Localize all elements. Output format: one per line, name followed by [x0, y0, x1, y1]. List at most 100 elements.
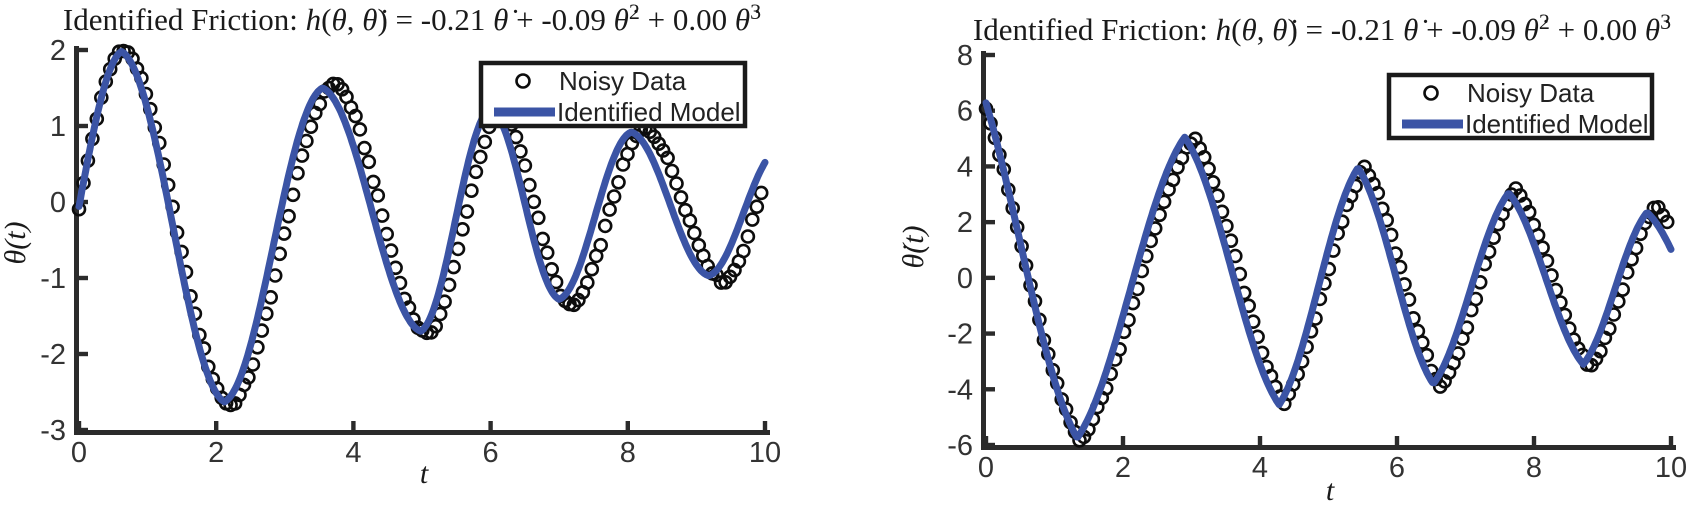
x-tick-label: 8 [620, 437, 636, 469]
legend-noisy-label: Noisy Data [1467, 78, 1595, 108]
x-tick-mark [762, 421, 768, 430]
x-axis-label: t [420, 457, 429, 490]
noisy-data-point [530, 210, 546, 226]
noisy-data-point [365, 174, 381, 190]
noisy-data-point [624, 135, 640, 151]
noisy-data-point [606, 189, 622, 204]
noisy-data-point [455, 222, 470, 237]
noisy-data-series [71, 43, 769, 413]
noisy-data-point [352, 122, 368, 137]
y-axis-label: θ̇(t) [897, 225, 930, 268]
y-tick-label: -2 [947, 319, 973, 351]
legend-model-label: Identified Model [1465, 109, 1649, 139]
y-tick-mark [79, 199, 88, 205]
noisy-data-point [744, 212, 760, 227]
y-tick-label: -4 [947, 374, 973, 406]
y-tick-label: -2 [40, 339, 66, 371]
noisy-data-point [597, 218, 613, 234]
noisy-data-point [1659, 214, 1675, 230]
noisy-data-point [682, 213, 698, 228]
y-tick-label: 1 [50, 111, 66, 143]
noisy-data-point [593, 237, 609, 253]
y-tick-mark [79, 123, 88, 129]
x-tick-mark [625, 421, 630, 430]
x-tick-label: 6 [1389, 452, 1405, 484]
noisy-data-point [459, 204, 475, 219]
y-tick-label: 2 [50, 35, 66, 67]
y-tick-mark [986, 442, 995, 448]
legend-noisy-label: Noisy Data [559, 66, 687, 96]
axes-thetadot-vs-t: 0 2 4 6 8 10 8 6 4 2 0 -2 -4 -6 [947, 40, 1687, 484]
x-tick-label: 2 [1115, 452, 1131, 484]
x-tick-mark [1257, 436, 1263, 445]
noisy-data-point [539, 245, 555, 260]
legend-model-label: Identified Model [557, 97, 741, 127]
x-tick-mark [1531, 436, 1537, 445]
x-tick-label: 0 [978, 452, 994, 484]
noisy-data-point [334, 82, 350, 97]
identified-model-curve [982, 99, 1675, 441]
noisy-data-point [611, 175, 626, 190]
noisy-data-point [736, 243, 751, 259]
noisy-data-point [664, 163, 680, 179]
noisy-data-point [522, 177, 537, 193]
y-tick-label: 2 [957, 207, 973, 239]
y-tick-mark [986, 331, 995, 336]
chart-title: Identified Friction: h(θ, θ̇) = -0.21 θ̇… [973, 9, 1671, 47]
x-tick-label: 10 [1655, 452, 1687, 484]
noisy-data-point [285, 187, 301, 203]
noisy-data-point [517, 158, 533, 173]
y-tick-mark [79, 275, 88, 281]
noisy-data-point [477, 134, 493, 150]
y-tick-mark [79, 47, 88, 53]
noisy-data-point [660, 150, 675, 166]
y-tick-label: 0 [50, 187, 66, 219]
noisy-data-point [753, 185, 769, 201]
noisy-data-point [357, 140, 372, 156]
x-axis-label: t [1326, 474, 1335, 507]
y-tick-label: 4 [957, 151, 973, 183]
y-tick-label: 8 [957, 40, 973, 72]
noisy-data-series [978, 101, 1675, 448]
noisy-data-point [361, 154, 377, 170]
noisy-data-point [579, 275, 595, 290]
x-tick-mark [1120, 436, 1126, 445]
noisy-data-point [669, 176, 684, 191]
y-tick-label: -3 [40, 415, 66, 447]
y-tick-mark [986, 275, 995, 281]
legend-noisy-marker-icon [1423, 85, 1439, 101]
x-tick-label: 10 [749, 437, 781, 469]
chart-thetadot-vs-t: 0 2 4 6 8 10 8 6 4 2 0 -2 -4 -6 Identified Friction: h… [897, 9, 1687, 507]
y-axis-label: θ(t) [0, 221, 32, 264]
x-tick-mark [488, 421, 493, 430]
y-tick-mark [986, 387, 995, 392]
noisy-data-point [655, 143, 671, 158]
noisy-data-point [673, 190, 689, 205]
x-tick-label: 4 [345, 437, 361, 469]
noisy-data-point [584, 261, 600, 277]
noisy-data-point [468, 164, 484, 180]
noisy-data-point [526, 194, 542, 210]
identified-model-curve [75, 48, 769, 406]
noisy-data-point [602, 202, 617, 217]
y-tick-label: -6 [947, 430, 973, 462]
noisy-data-point [348, 108, 363, 124]
x-tick-mark [1394, 436, 1400, 445]
noisy-data-point [281, 208, 296, 224]
noisy-data-point [740, 229, 756, 244]
noisy-data-point [370, 188, 386, 203]
y-tick-label: 6 [957, 96, 973, 128]
noisy-data-point [472, 149, 488, 165]
x-tick-label: 2 [208, 437, 224, 469]
y-tick-mark [986, 219, 995, 225]
noisy-data-point [535, 231, 551, 247]
x-tick-mark [76, 421, 82, 430]
x-tick-label: 8 [1526, 452, 1542, 484]
y-tick-mark [986, 164, 995, 169]
y-tick-label: 0 [957, 263, 973, 295]
x-tick-mark [214, 421, 219, 430]
noisy-data-point [464, 183, 479, 198]
y-tick-mark [986, 52, 995, 58]
